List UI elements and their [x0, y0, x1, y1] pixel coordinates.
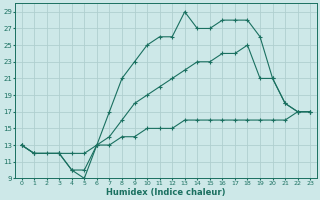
X-axis label: Humidex (Indice chaleur): Humidex (Indice chaleur): [106, 188, 226, 197]
